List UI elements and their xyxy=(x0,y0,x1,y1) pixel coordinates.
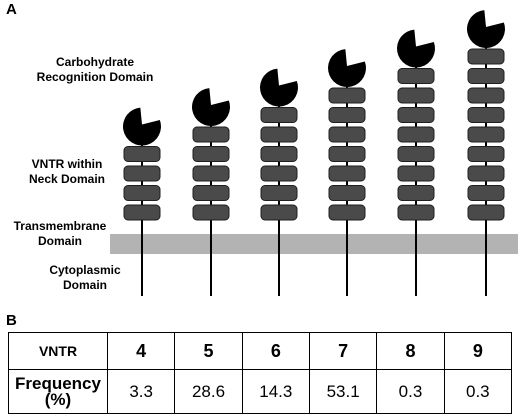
frequency-header-line1: Frequency xyxy=(15,373,101,393)
receptor-diagram xyxy=(110,10,518,296)
vntr-repeat-unit xyxy=(123,165,161,182)
frequency-cell: 0.3 xyxy=(376,369,445,414)
vntr-cell: 8 xyxy=(376,332,445,370)
crd-icon xyxy=(397,29,435,68)
vntr-repeat-unit xyxy=(467,146,505,162)
vntr-repeat-unit xyxy=(123,204,161,221)
vntr-cell: 7 xyxy=(308,332,378,370)
vntr-repeat-unit xyxy=(328,107,366,123)
cyto-label: Cytoplasmic Domain xyxy=(30,263,140,293)
membrane-band xyxy=(110,234,518,254)
vntr-repeat-unit xyxy=(467,107,505,123)
vntr-repeat-unit xyxy=(397,165,435,182)
tm-label-line2: Domain xyxy=(37,234,82,248)
crd-label-line2: Recognition Domain xyxy=(36,70,154,84)
vntr-repeat-unit xyxy=(192,146,230,162)
vntr-repeat-unit xyxy=(397,87,435,104)
vntr-repeat-unit xyxy=(467,87,505,104)
vntr-row: VNTR 4 5 6 7 8 9 xyxy=(8,332,513,370)
vntr-repeat-unit xyxy=(328,126,366,143)
vntr-repeat-unit xyxy=(192,126,230,143)
cyto-label-line1: Cytoplasmic xyxy=(49,263,121,277)
vntr-label-line1: VNTR within xyxy=(31,157,103,171)
panel-b-label: B xyxy=(6,312,17,329)
vntr-cell: 4 xyxy=(106,332,176,370)
frequency-cell: 14.3 xyxy=(241,369,310,414)
vntr-repeat-unit xyxy=(328,165,366,182)
frequency-cell: 0.3 xyxy=(443,369,513,414)
tm-label: Transmembrane Domain xyxy=(0,219,120,249)
vntr-repeat-unit xyxy=(397,126,435,143)
crd-label: Carbohydrate Recognition Domain xyxy=(20,55,170,85)
vntr-repeat-unit xyxy=(467,68,505,84)
vntr-repeat-unit xyxy=(467,185,505,201)
vntr-repeat-unit xyxy=(123,146,161,162)
frequency-header-line2: (%) xyxy=(44,389,72,409)
vntr-repeat-unit xyxy=(260,107,298,123)
crd-icon xyxy=(328,49,366,87)
vntr-cell: 9 xyxy=(443,332,513,370)
frequency-table: VNTR 4 5 6 7 8 9 Frequency (%) 3.3 28.6 … xyxy=(8,332,513,414)
vntr-label-line2: Neck Domain xyxy=(28,172,106,186)
vntr-repeat-unit xyxy=(328,204,366,221)
vntr-repeat-unit xyxy=(260,146,298,162)
tm-label-line1: Transmembrane xyxy=(13,219,107,233)
vntr-repeat-unit xyxy=(260,185,298,201)
crd-icon xyxy=(467,10,505,49)
vntr-repeat-unit xyxy=(467,126,505,143)
vntr-repeat-unit xyxy=(397,204,435,221)
vntr-repeat-unit xyxy=(328,146,366,162)
vntr-repeat-unit xyxy=(328,185,366,201)
vntr-repeat-unit xyxy=(467,48,505,65)
frequency-row-header: Frequency (%) xyxy=(8,369,108,414)
vntr-repeat-unit xyxy=(467,165,505,182)
vntr-repeat-unit xyxy=(260,126,298,143)
frequency-cell: 3.3 xyxy=(106,369,176,414)
vntr-repeat-unit xyxy=(467,204,505,221)
vntr-repeat-unit xyxy=(397,107,435,123)
vntr-repeat-unit xyxy=(397,68,435,84)
cyto-label-line2: Domain xyxy=(62,278,107,292)
crd-label-line1: Carbohydrate xyxy=(55,55,135,69)
panel-a-label: A xyxy=(6,1,17,18)
vntr-repeat-unit xyxy=(260,204,298,221)
vntr-repeat-unit xyxy=(260,165,298,182)
frequency-row: Frequency (%) 3.3 28.6 14.3 53.1 0.3 0.3 xyxy=(8,369,513,414)
vntr-cell: 5 xyxy=(174,332,243,370)
vntr-cell: 6 xyxy=(241,332,310,370)
vntr-repeat-unit xyxy=(192,204,230,221)
vntr-repeat-unit xyxy=(192,185,230,201)
vntr-label: VNTR within Neck Domain xyxy=(12,157,122,187)
vntr-repeat-unit xyxy=(123,185,161,201)
crd-icon xyxy=(260,68,298,107)
crd-icon xyxy=(123,107,161,146)
receptor-group xyxy=(123,10,505,296)
vntr-repeat-unit xyxy=(397,146,435,162)
frequency-cell: 53.1 xyxy=(308,369,378,414)
vntr-repeat-unit xyxy=(328,87,366,104)
vntr-repeat-unit xyxy=(397,185,435,201)
vntr-row-header: VNTR xyxy=(8,332,108,370)
crd-icon xyxy=(191,88,230,126)
vntr-repeat-unit xyxy=(192,165,230,182)
frequency-cell: 28.6 xyxy=(174,369,243,414)
